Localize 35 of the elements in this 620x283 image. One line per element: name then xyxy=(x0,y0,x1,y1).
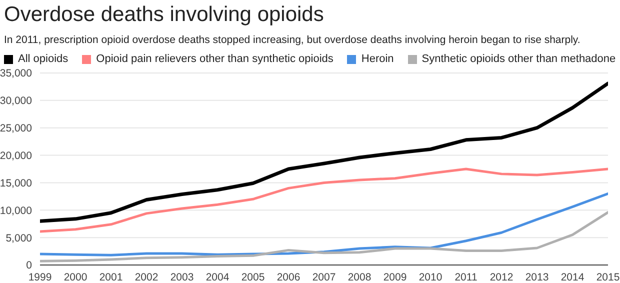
y-tick-label: 10,000 xyxy=(0,204,32,217)
legend-label: Opioid pain relievers other than synthetic opioids xyxy=(96,53,334,65)
legend-label: Heroin xyxy=(361,53,394,65)
x-tick-label: 2002 xyxy=(134,271,158,283)
chart-title: Overdose deaths involving opioids xyxy=(3,2,325,28)
x-tick-label: 2013 xyxy=(525,271,549,283)
x-tick-label: 2006 xyxy=(276,271,300,283)
x-tick-label: 2010 xyxy=(418,271,442,283)
line-series xyxy=(40,211,608,262)
y-tick-label: 5,000 xyxy=(6,232,32,244)
y-tick-label: 30,000 xyxy=(0,95,32,108)
x-tick-label: 2007 xyxy=(312,271,336,283)
x-tick-label: 2015 xyxy=(596,271,620,283)
x-tick-label: 2003 xyxy=(170,271,194,283)
x-tick-label: 2011 xyxy=(454,271,478,283)
y-tick-label: 35,000 xyxy=(0,68,32,80)
x-tick-label: 2009 xyxy=(383,271,407,283)
line-series xyxy=(40,82,608,223)
y-tick-label: 25,000 xyxy=(0,122,32,135)
y-tick-label: 20,000 xyxy=(0,150,32,162)
chart-subtitle: In 2011, prescription opioid overdose deaths stopped increasing, but overdose deaths involving heroin began to rise sharply. xyxy=(3,33,582,48)
x-tick-label: 2000 xyxy=(64,271,88,283)
legend-label: Synthetic opioids other than methadone xyxy=(422,53,616,65)
line-series xyxy=(40,192,608,256)
x-tick-label: 1999 xyxy=(28,271,52,283)
y-tick-label: 15,000 xyxy=(0,177,32,190)
x-tick-label: 2008 xyxy=(348,271,372,283)
x-tick-label: 2012 xyxy=(490,271,514,283)
line-series xyxy=(40,168,608,233)
x-tick-label: 2001 xyxy=(99,271,123,283)
x-tick-label: 2014 xyxy=(560,271,584,283)
y-tick-label: 0 xyxy=(26,260,32,272)
x-tick-label: 2004 xyxy=(206,271,230,283)
x-tick-label: 2005 xyxy=(241,271,265,283)
legend-label: All opioids xyxy=(18,53,68,65)
